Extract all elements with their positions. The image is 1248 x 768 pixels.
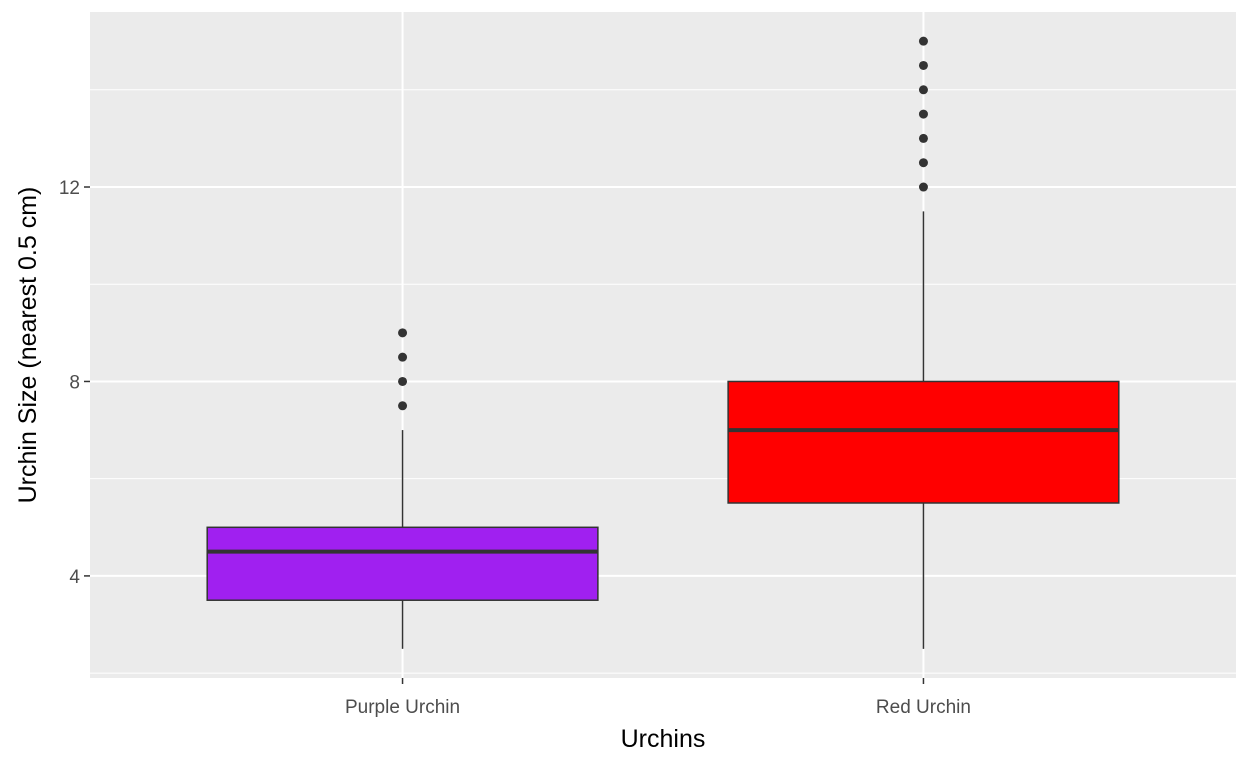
outlier-point bbox=[398, 328, 408, 338]
x-tick-label: Red Urchin bbox=[876, 697, 971, 718]
y-tick-label: 12 bbox=[59, 178, 80, 199]
minor-gridlines bbox=[90, 89, 1236, 674]
box-body bbox=[727, 380, 1120, 504]
x-axis-title: Urchins bbox=[621, 725, 706, 753]
outlier-point bbox=[398, 352, 408, 362]
y-axis-title: Urchin Size (nearest 0.5 cm) bbox=[14, 187, 42, 504]
outlier-point bbox=[918, 36, 928, 46]
outlier-point bbox=[918, 60, 928, 70]
box-purple-urchin bbox=[206, 328, 599, 649]
outlier-point bbox=[398, 376, 408, 386]
outlier-point bbox=[398, 401, 408, 411]
outlier-point bbox=[918, 85, 928, 95]
outlier-point bbox=[918, 133, 928, 143]
y-axis: 4 8 12 bbox=[59, 178, 90, 588]
y-tick-label: 8 bbox=[69, 372, 80, 393]
x-tick-label: Purple Urchin bbox=[345, 697, 460, 718]
x-axis: Purple Urchin Red Urchin bbox=[345, 678, 971, 718]
outlier-point bbox=[918, 109, 928, 119]
y-tick-label: 4 bbox=[69, 567, 80, 588]
outlier-point bbox=[918, 158, 928, 168]
outlier-point bbox=[918, 182, 928, 192]
box-body bbox=[206, 526, 599, 601]
boxes-layer bbox=[206, 36, 1120, 649]
box-red-urchin bbox=[727, 36, 1120, 649]
